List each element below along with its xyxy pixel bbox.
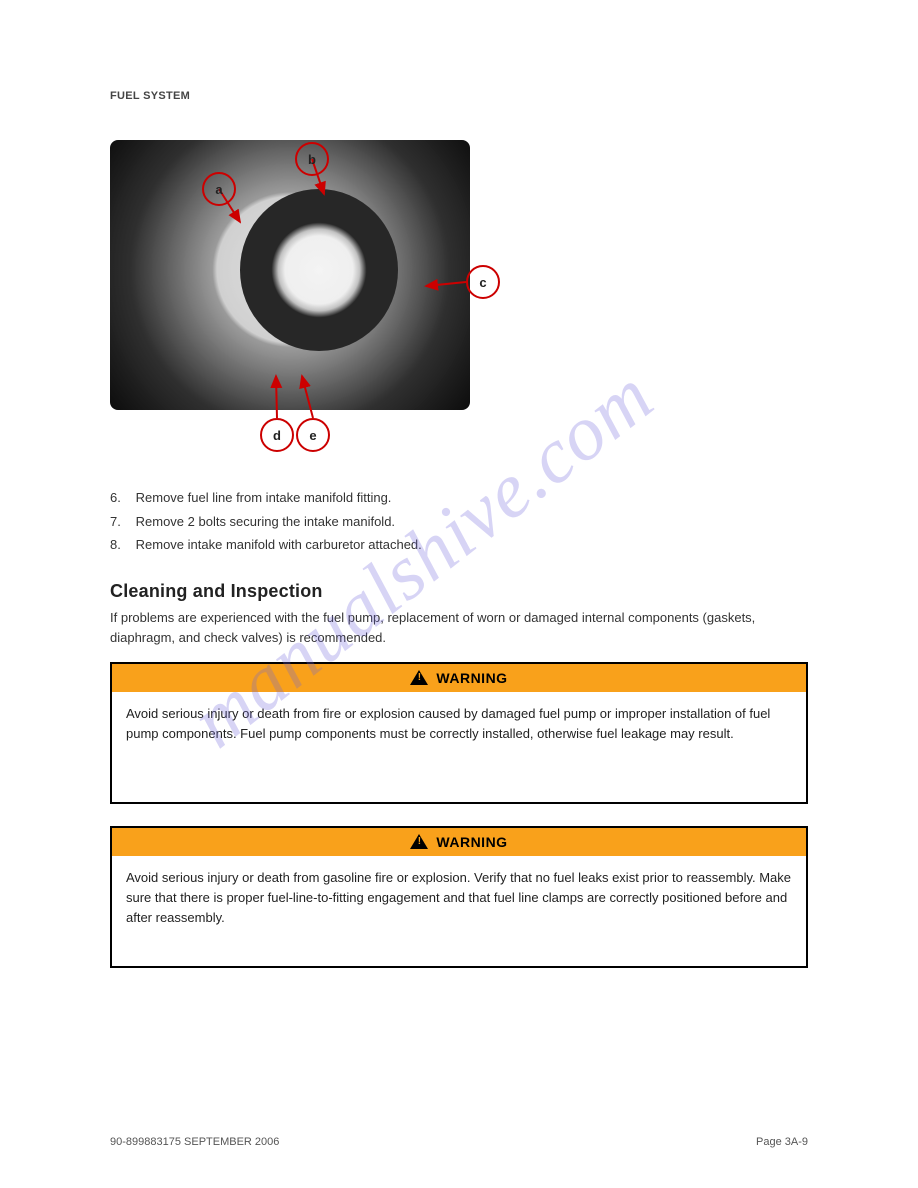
footer-right: Page 3A-9 <box>756 1136 808 1148</box>
callout-e: e <box>296 418 330 452</box>
warning-box-2: WARNING Avoid serious injury or death fr… <box>110 826 808 968</box>
warning-triangle-icon <box>410 670 428 685</box>
step-number: 6. <box>110 488 132 508</box>
engine-photo <box>110 140 470 410</box>
warning-label: WARNING <box>436 834 507 850</box>
callout-b: b <box>295 142 329 176</box>
step-item: 6. Remove fuel line from intake manifold… <box>110 488 808 508</box>
step-text: Remove 2 bolts securing the intake manif… <box>136 514 395 529</box>
step-item: 7. Remove 2 bolts securing the intake ma… <box>110 512 808 532</box>
step-text: Remove fuel line from intake manifold fi… <box>136 490 392 505</box>
figure: a b c d e <box>110 110 480 460</box>
warning-box-1: WARNING Avoid serious injury or death fr… <box>110 662 808 804</box>
section-paragraph: If problems are experienced with the fue… <box>110 608 808 648</box>
section-header: FUEL SYSTEM <box>110 90 808 102</box>
warning-label: WARNING <box>436 670 507 686</box>
section-title: Cleaning and Inspection <box>110 581 808 602</box>
warning-body: Avoid serious injury or death from gasol… <box>112 856 806 966</box>
callout-d: d <box>260 418 294 452</box>
warning-body: Avoid serious injury or death from fire … <box>112 692 806 802</box>
page: manualshive.com FUEL SYSTEM a b c d e 6.… <box>0 0 918 1188</box>
step-list: 6. Remove fuel line from intake manifold… <box>110 488 808 555</box>
callout-c: c <box>466 265 500 299</box>
footer: 90-899883175 SEPTEMBER 2006 Page 3A-9 <box>110 1136 808 1148</box>
step-text: Remove intake manifold with carburetor a… <box>136 537 422 552</box>
step-item: 8. Remove intake manifold with carbureto… <box>110 535 808 555</box>
warning-triangle-icon <box>410 834 428 849</box>
callout-a: a <box>202 172 236 206</box>
step-number: 7. <box>110 512 132 532</box>
step-number: 8. <box>110 535 132 555</box>
warning-header: WARNING <box>112 828 806 856</box>
footer-left: 90-899883175 SEPTEMBER 2006 <box>110 1136 279 1148</box>
warning-header: WARNING <box>112 664 806 692</box>
